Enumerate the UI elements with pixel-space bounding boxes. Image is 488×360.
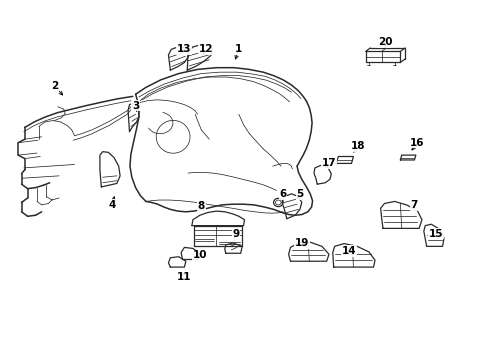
Text: 3: 3 [132, 101, 139, 111]
Text: 12: 12 [198, 44, 213, 54]
Text: 2: 2 [51, 81, 58, 91]
Text: 11: 11 [177, 273, 191, 283]
Text: 1: 1 [235, 44, 242, 54]
Text: 17: 17 [321, 158, 336, 168]
Text: 9: 9 [232, 229, 239, 239]
Text: 5: 5 [296, 189, 303, 199]
Text: 16: 16 [409, 138, 424, 148]
Text: 18: 18 [350, 141, 365, 151]
Text: 6: 6 [279, 189, 286, 199]
Text: 15: 15 [428, 229, 443, 239]
Text: 19: 19 [294, 238, 308, 248]
Text: 4: 4 [108, 200, 116, 210]
Text: 10: 10 [192, 250, 207, 260]
Text: 7: 7 [410, 200, 417, 210]
Text: 20: 20 [377, 37, 392, 48]
Text: 13: 13 [177, 44, 191, 54]
Text: 8: 8 [197, 201, 204, 211]
Text: 14: 14 [341, 246, 355, 256]
